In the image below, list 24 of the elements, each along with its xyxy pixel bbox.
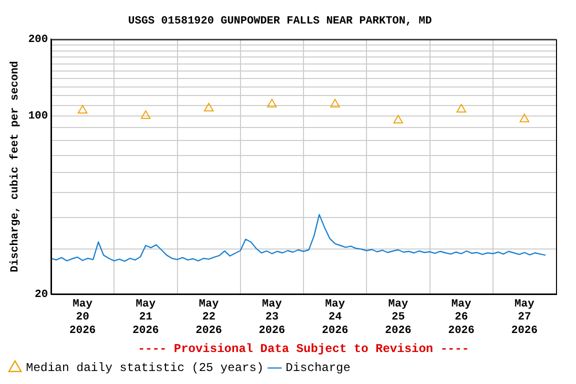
point: [330, 98, 340, 108]
x-tick-label: May 21 2026: [132, 298, 159, 337]
chart-title: USGS 01581920 GUNPOWDER FALLS NEAR PARKTON, MD: [128, 15, 432, 28]
x-tick-label: May 25 2026: [384, 298, 412, 337]
y-axis-title: Discharge, cubic feet per second: [8, 60, 22, 272]
x-tick-label: May 20 2026: [69, 298, 96, 337]
x-tick-label: May 23 2026: [258, 298, 286, 337]
legend-label: Discharge: [286, 361, 350, 376]
point: [267, 98, 277, 108]
legend-label: Median daily statistic (25 years): [26, 361, 264, 376]
point: [520, 114, 530, 122]
x-tick-label: May 24 2026: [322, 298, 348, 337]
point: [456, 104, 466, 112]
x-tick-label: May 26 2026: [448, 298, 475, 337]
point: [78, 105, 88, 114]
x-tick-label: May 27 2026: [511, 298, 538, 337]
point: [204, 102, 214, 112]
point: [140, 110, 151, 119]
point: [393, 114, 404, 124]
text: ---- Provisional Data Subject to Revision ----: [138, 342, 470, 356]
y-tick-label: 200: [28, 34, 48, 46]
x-tick-label: May 22 2026: [196, 298, 222, 337]
y-tick-label: 20: [34, 288, 48, 301]
y-tick-label: 100: [28, 110, 48, 123]
